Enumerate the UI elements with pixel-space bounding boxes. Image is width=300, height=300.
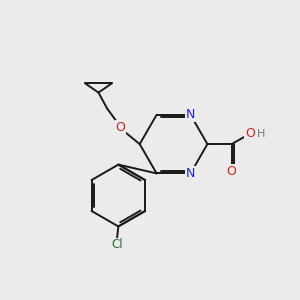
- Text: Cl: Cl: [111, 238, 123, 251]
- Text: O: O: [116, 121, 125, 134]
- Text: N: N: [186, 167, 195, 180]
- Text: N: N: [186, 108, 195, 121]
- Text: H: H: [257, 129, 265, 139]
- Text: O: O: [245, 127, 255, 140]
- Text: O: O: [226, 165, 236, 178]
